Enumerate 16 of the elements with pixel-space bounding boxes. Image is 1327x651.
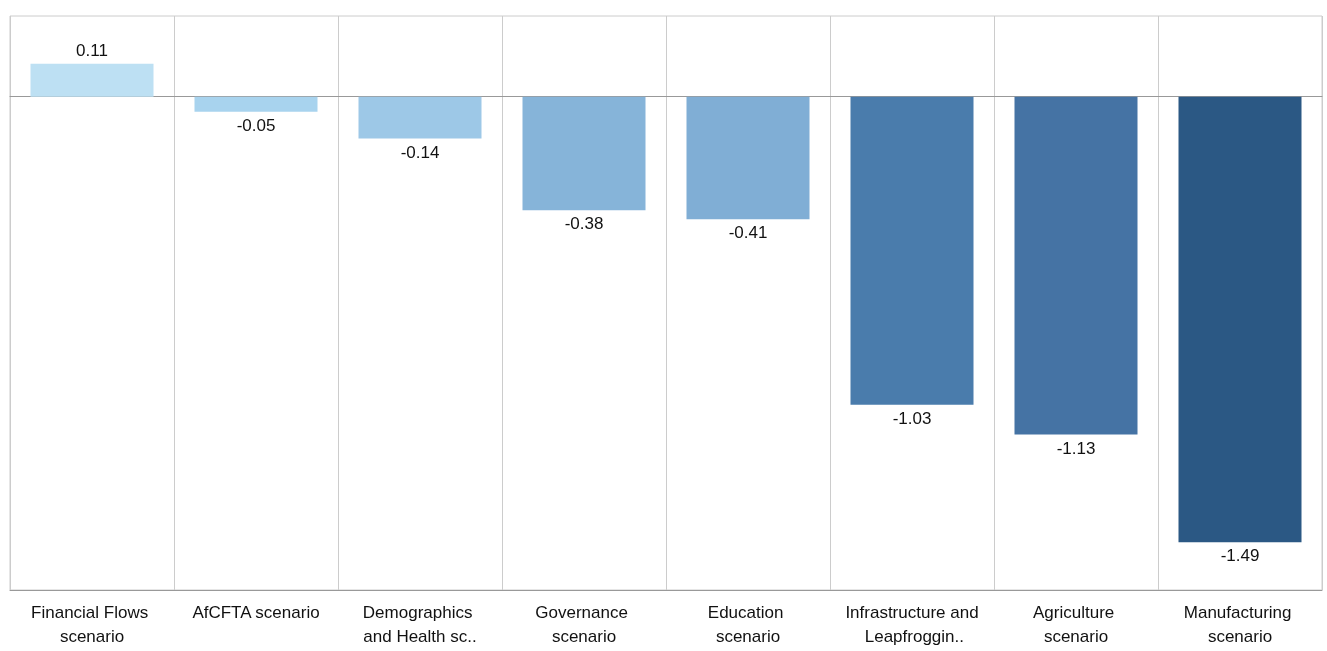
x-tick-label: Financial Flows scenario <box>31 602 153 646</box>
data-label: -1.03 <box>892 408 932 428</box>
x-tick-label: Education scenario <box>707 602 789 646</box>
data-label: -0.41 <box>728 223 768 243</box>
data-label: 0.11 <box>76 40 108 60</box>
data-label: -1.49 <box>1220 546 1260 566</box>
x-tick-label: Governance scenario <box>535 602 633 646</box>
data-label: -0.05 <box>236 115 276 135</box>
data-label: -1.13 <box>1056 438 1096 458</box>
x-tick-label: Demographics and Health sc.. <box>362 602 478 646</box>
x-tick-label: Agriculture scenario <box>1033 602 1119 646</box>
x-tick-label: AfCFTA scenario <box>192 602 320 622</box>
x-tick-label: Infrastructure and Leapfroggin.. <box>845 602 979 646</box>
data-label: -0.14 <box>400 142 440 162</box>
x-tick-label: Manufacturing scenario <box>1183 602 1297 646</box>
data-label: -0.38 <box>564 214 604 234</box>
